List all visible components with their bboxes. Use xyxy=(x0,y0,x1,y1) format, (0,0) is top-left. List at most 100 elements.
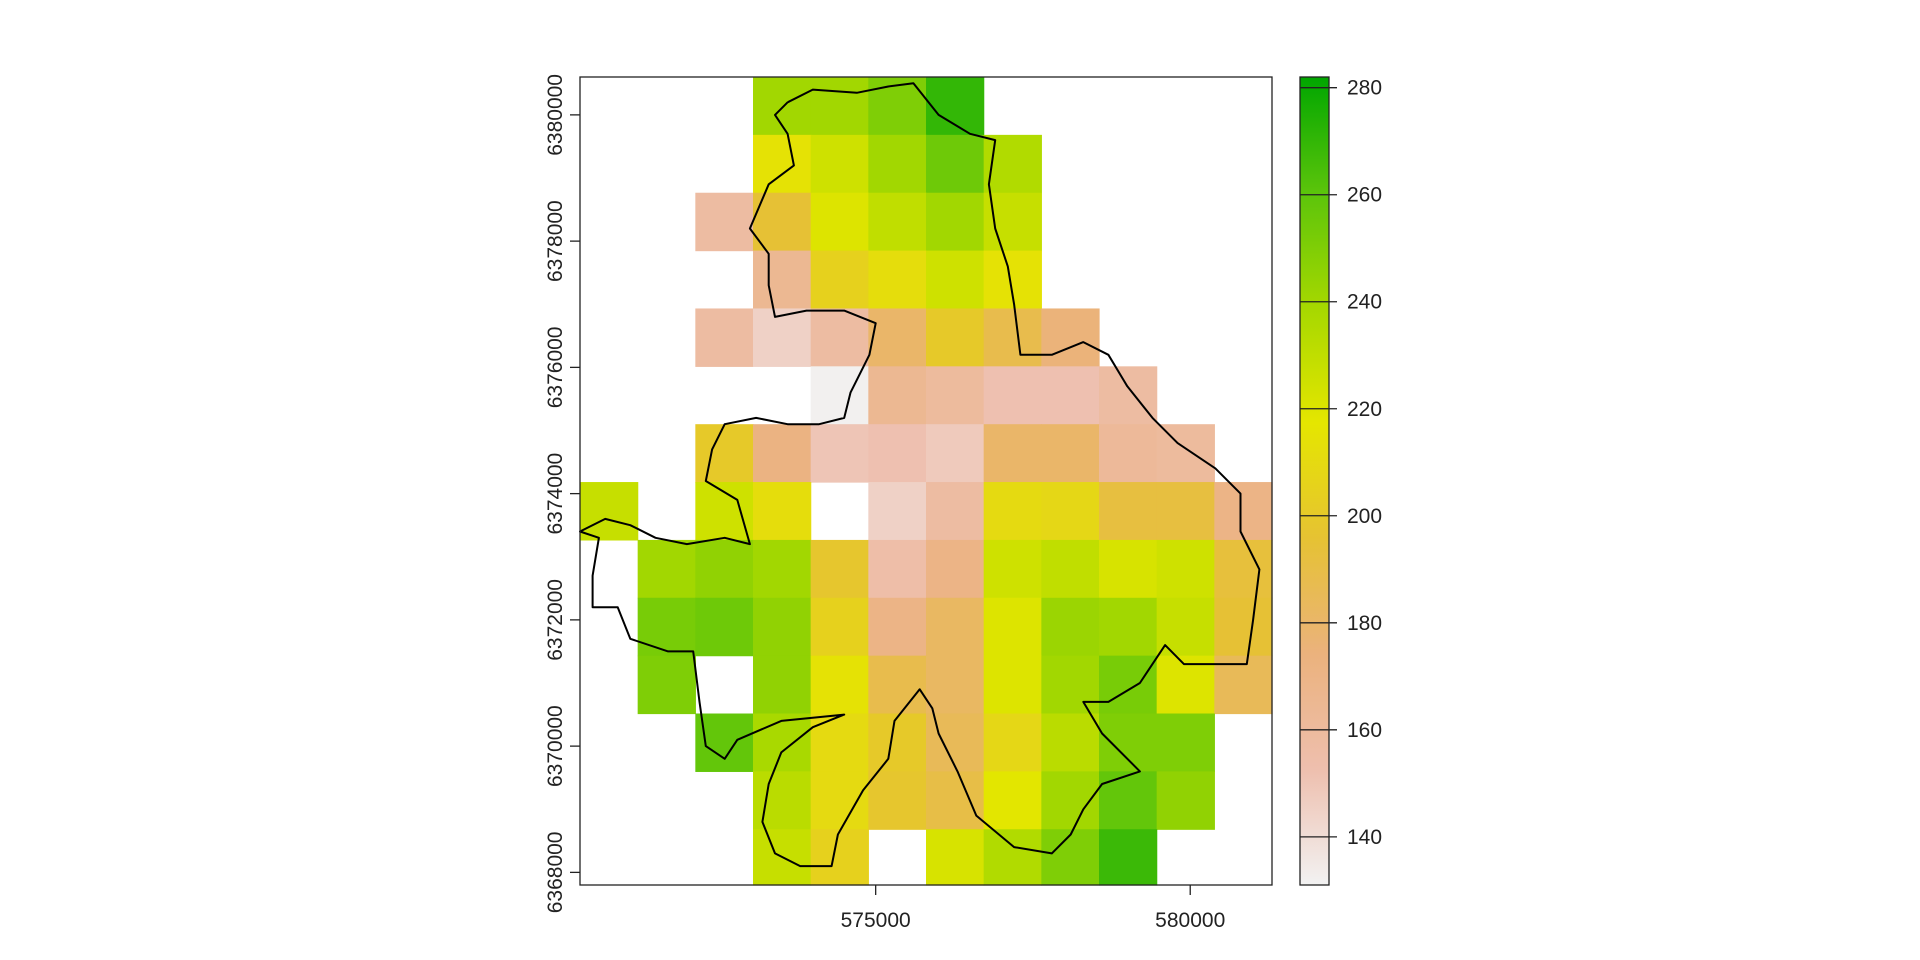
raster-cell xyxy=(926,539,985,599)
legend-tick-label: 240 xyxy=(1347,291,1382,314)
raster-cell xyxy=(1041,597,1100,657)
raster-cell xyxy=(1099,597,1158,657)
raster-cell xyxy=(926,655,985,715)
raster-cell xyxy=(868,482,927,541)
raster-cell xyxy=(810,424,869,483)
raster-cell xyxy=(695,482,754,541)
raster-cell xyxy=(753,424,812,483)
raster-cell xyxy=(753,539,812,599)
raster-cell xyxy=(695,424,754,483)
raster-cell xyxy=(926,597,985,657)
raster-cell xyxy=(926,482,985,541)
raster-cell xyxy=(926,366,985,425)
raster-cell xyxy=(1156,482,1215,541)
y-tick-label: 6378000 xyxy=(544,200,567,282)
legend-tick-label: 180 xyxy=(1347,612,1382,635)
raster-cell xyxy=(1214,539,1273,599)
legend-tick-label: 200 xyxy=(1347,505,1382,528)
raster-cell xyxy=(1099,829,1158,886)
raster-cell xyxy=(868,192,927,252)
raster-cell xyxy=(810,192,869,252)
raster-cell xyxy=(810,829,869,886)
raster-cell xyxy=(983,713,1042,772)
raster-cell xyxy=(1041,655,1100,715)
raster-cell xyxy=(868,655,927,715)
legend-tick-label: 280 xyxy=(1347,77,1382,100)
raster-cell xyxy=(1099,424,1158,483)
raster-cell xyxy=(695,539,754,599)
legend-ticks: 140 160 180 200 220 240 260 280 xyxy=(1300,77,1382,849)
raster-cell xyxy=(1099,771,1158,830)
raster-cell xyxy=(983,655,1042,715)
raster-cell xyxy=(637,539,696,599)
raster-cell xyxy=(1099,539,1158,599)
raster-grid xyxy=(580,77,1273,886)
municipality-boundary-outline xyxy=(579,82,1261,868)
raster-cell xyxy=(1041,308,1100,367)
raster-cell xyxy=(868,771,927,830)
y-tick-label: 6370000 xyxy=(544,705,567,787)
raster-cell xyxy=(810,77,869,136)
legend-tick-label: 260 xyxy=(1347,184,1382,207)
raster-cell xyxy=(868,366,927,425)
raster-cell xyxy=(868,424,927,483)
raster-cell xyxy=(1041,482,1100,541)
raster-cell xyxy=(1156,424,1215,483)
raster-cell xyxy=(983,192,1042,252)
raster-cell xyxy=(810,134,869,194)
raster-cell xyxy=(1099,655,1158,715)
raster-cell xyxy=(810,597,869,657)
raster-cell xyxy=(1156,713,1215,772)
raster-cell xyxy=(695,308,754,367)
raster-cell xyxy=(810,250,869,310)
raster-cell xyxy=(1156,655,1215,715)
raster-cell xyxy=(753,713,812,772)
raster-cell xyxy=(868,134,927,194)
raster-cell xyxy=(868,250,927,310)
raster-cell xyxy=(810,771,869,830)
x-axis: 575000 580000 xyxy=(841,885,1225,932)
raster-cell xyxy=(1214,655,1273,715)
raster-cell xyxy=(926,771,985,830)
raster-cell xyxy=(637,655,696,715)
raster-cell xyxy=(868,597,927,657)
raster-cell xyxy=(983,771,1042,830)
raster-cell xyxy=(1156,771,1215,830)
raster-cell xyxy=(753,192,812,252)
raster-cell xyxy=(1041,829,1100,886)
raster-cell xyxy=(1156,539,1215,599)
y-tick-label: 6368000 xyxy=(544,831,567,913)
raster-cell xyxy=(637,597,696,657)
y-axis: 6368000 6370000 6372000 6374000 6376000 63780… xyxy=(544,74,580,913)
y-tick-label: 6372000 xyxy=(544,579,567,661)
raster-cell xyxy=(983,539,1042,599)
raster-cell xyxy=(753,308,812,367)
legend-color-bar xyxy=(1299,76,1330,886)
raster-cell xyxy=(926,250,985,310)
raster-cell xyxy=(868,713,927,772)
raster-cell xyxy=(695,192,754,252)
raster-cell xyxy=(1041,424,1100,483)
raster-cell xyxy=(810,713,869,772)
raster-cell xyxy=(983,366,1042,425)
raster-cell xyxy=(1214,482,1273,541)
raster-cell xyxy=(926,713,985,772)
raster-cell xyxy=(810,308,869,367)
raster-cell xyxy=(810,655,869,715)
raster-cell xyxy=(1099,713,1158,772)
y-tick-label: 6374000 xyxy=(544,453,567,535)
raster-cell xyxy=(926,134,985,194)
legend-tick-label: 160 xyxy=(1347,719,1382,742)
boundary-layer xyxy=(579,82,1261,868)
raster-cell xyxy=(983,597,1042,657)
raster-cell xyxy=(1041,713,1100,772)
raster-cell xyxy=(983,308,1042,367)
raster-cell xyxy=(868,539,927,599)
y-tick-label: 6380000 xyxy=(544,74,567,156)
legend-tick-label: 140 xyxy=(1347,826,1382,849)
raster-cell xyxy=(983,424,1042,483)
raster-cell xyxy=(753,482,812,541)
raster-cell xyxy=(926,77,985,136)
raster-cell xyxy=(810,539,869,599)
